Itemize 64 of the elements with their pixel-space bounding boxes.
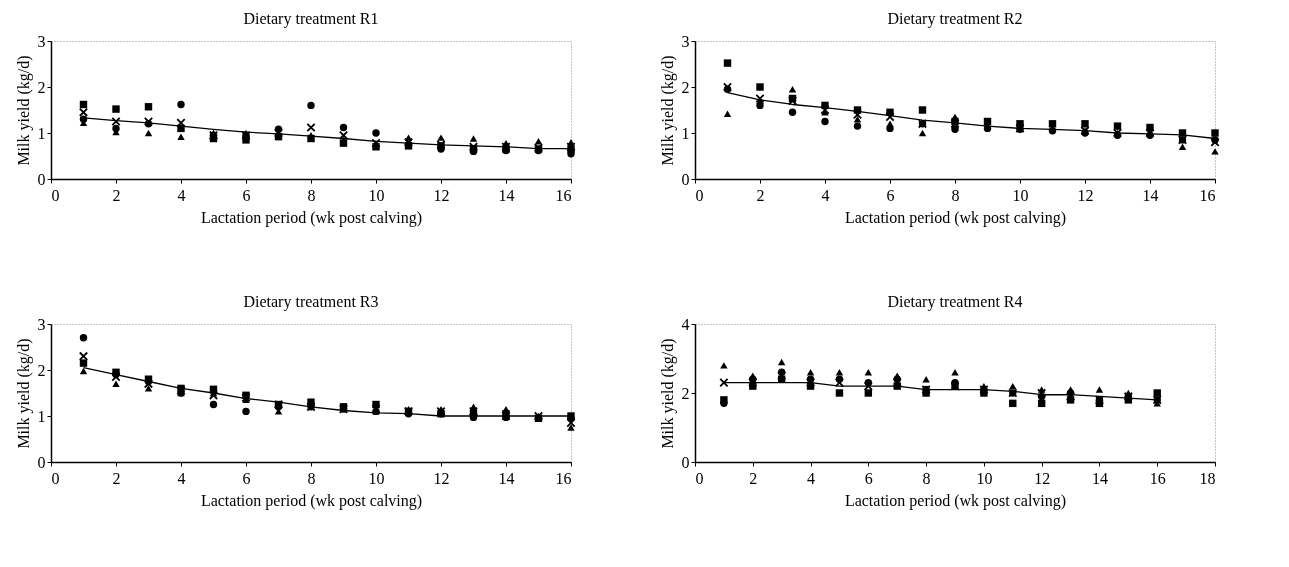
- x-tick-label: 12: [1077, 186, 1094, 204]
- x-tick-label: 8: [307, 186, 316, 204]
- x-tick-label: 14: [498, 469, 515, 487]
- y-tick-label: 4: [681, 315, 690, 333]
- chart-title: Dietary treatment R3: [243, 293, 379, 311]
- x-tick-label: 16: [1149, 469, 1166, 487]
- y-tick-label: 0: [681, 170, 690, 188]
- x-tick-label: 14: [1142, 186, 1159, 204]
- x-tick-label: 6: [886, 186, 895, 204]
- y-tick-label: 0: [37, 453, 46, 471]
- y-tick-label: 1: [681, 124, 690, 142]
- chart-title: Dietary treatment R1: [243, 10, 379, 28]
- x-tick-label: 8: [951, 186, 960, 204]
- y-tick-label: 1: [37, 124, 46, 142]
- x-tick-label: 4: [807, 469, 816, 487]
- chart-title: Dietary treatment R4: [887, 293, 1023, 311]
- x-tick-label: 8: [307, 469, 316, 487]
- x-tick-label: 4: [821, 186, 830, 204]
- y-tick-label: 1: [37, 407, 46, 425]
- x-tick-label: 2: [749, 469, 758, 487]
- y-axis-title: Milk yield (kg/d): [14, 55, 33, 166]
- y-axis-title: Milk yield (kg/d): [658, 55, 677, 166]
- x-tick-label: 6: [242, 469, 251, 487]
- x-axis-title: Lactation period (wk post calving): [200, 491, 423, 510]
- y-tick-label: 2: [37, 78, 46, 96]
- x-tick-label: 10: [1012, 186, 1029, 204]
- x-axis-title: Lactation period (wk post calving): [844, 208, 1067, 227]
- y-tick-label: 3: [37, 315, 46, 333]
- x-tick-label: 10: [368, 186, 385, 204]
- x-tick-label: 6: [864, 469, 873, 487]
- x-tick-label: 0: [51, 469, 60, 487]
- y-tick-label: 2: [681, 78, 690, 96]
- y-tick-label: 3: [37, 32, 46, 50]
- x-tick-label: 4: [177, 186, 186, 204]
- x-tick-label: 2: [112, 469, 121, 487]
- x-tick-label: 8: [922, 469, 931, 487]
- x-tick-label: 0: [695, 186, 704, 204]
- y-tick-label: 0: [681, 453, 690, 471]
- y-tick-label: 2: [37, 361, 46, 379]
- y-tick-label: 0: [37, 170, 46, 188]
- x-tick-label: 10: [976, 469, 993, 487]
- x-tick-label: 18: [1199, 469, 1216, 487]
- y-tick-label: 3: [681, 32, 690, 50]
- x-tick-label: 16: [555, 186, 572, 204]
- y-axis-title: Milk yield (kg/d): [658, 338, 677, 449]
- x-tick-label: 12: [1034, 469, 1051, 487]
- x-tick-label: 12: [433, 186, 450, 204]
- x-tick-label: 2: [756, 186, 765, 204]
- x-tick-label: 12: [433, 469, 450, 487]
- x-tick-label: 14: [498, 186, 515, 204]
- y-tick-label: 2: [681, 384, 690, 402]
- y-axis-title: Milk yield (kg/d): [14, 338, 33, 449]
- x-tick-label: 16: [555, 469, 572, 487]
- x-axis-title: Lactation period (wk post calving): [200, 208, 423, 227]
- chart-title: Dietary treatment R2: [887, 10, 1023, 28]
- x-tick-label: 0: [695, 469, 704, 487]
- x-tick-label: 6: [242, 186, 251, 204]
- x-tick-label: 14: [1091, 469, 1108, 487]
- x-tick-label: 10: [368, 469, 385, 487]
- x-axis-title: Lactation period (wk post calving): [844, 491, 1067, 510]
- x-tick-label: 0: [51, 186, 60, 204]
- x-tick-label: 2: [112, 186, 121, 204]
- x-tick-label: 16: [1199, 186, 1216, 204]
- x-tick-label: 4: [177, 469, 186, 487]
